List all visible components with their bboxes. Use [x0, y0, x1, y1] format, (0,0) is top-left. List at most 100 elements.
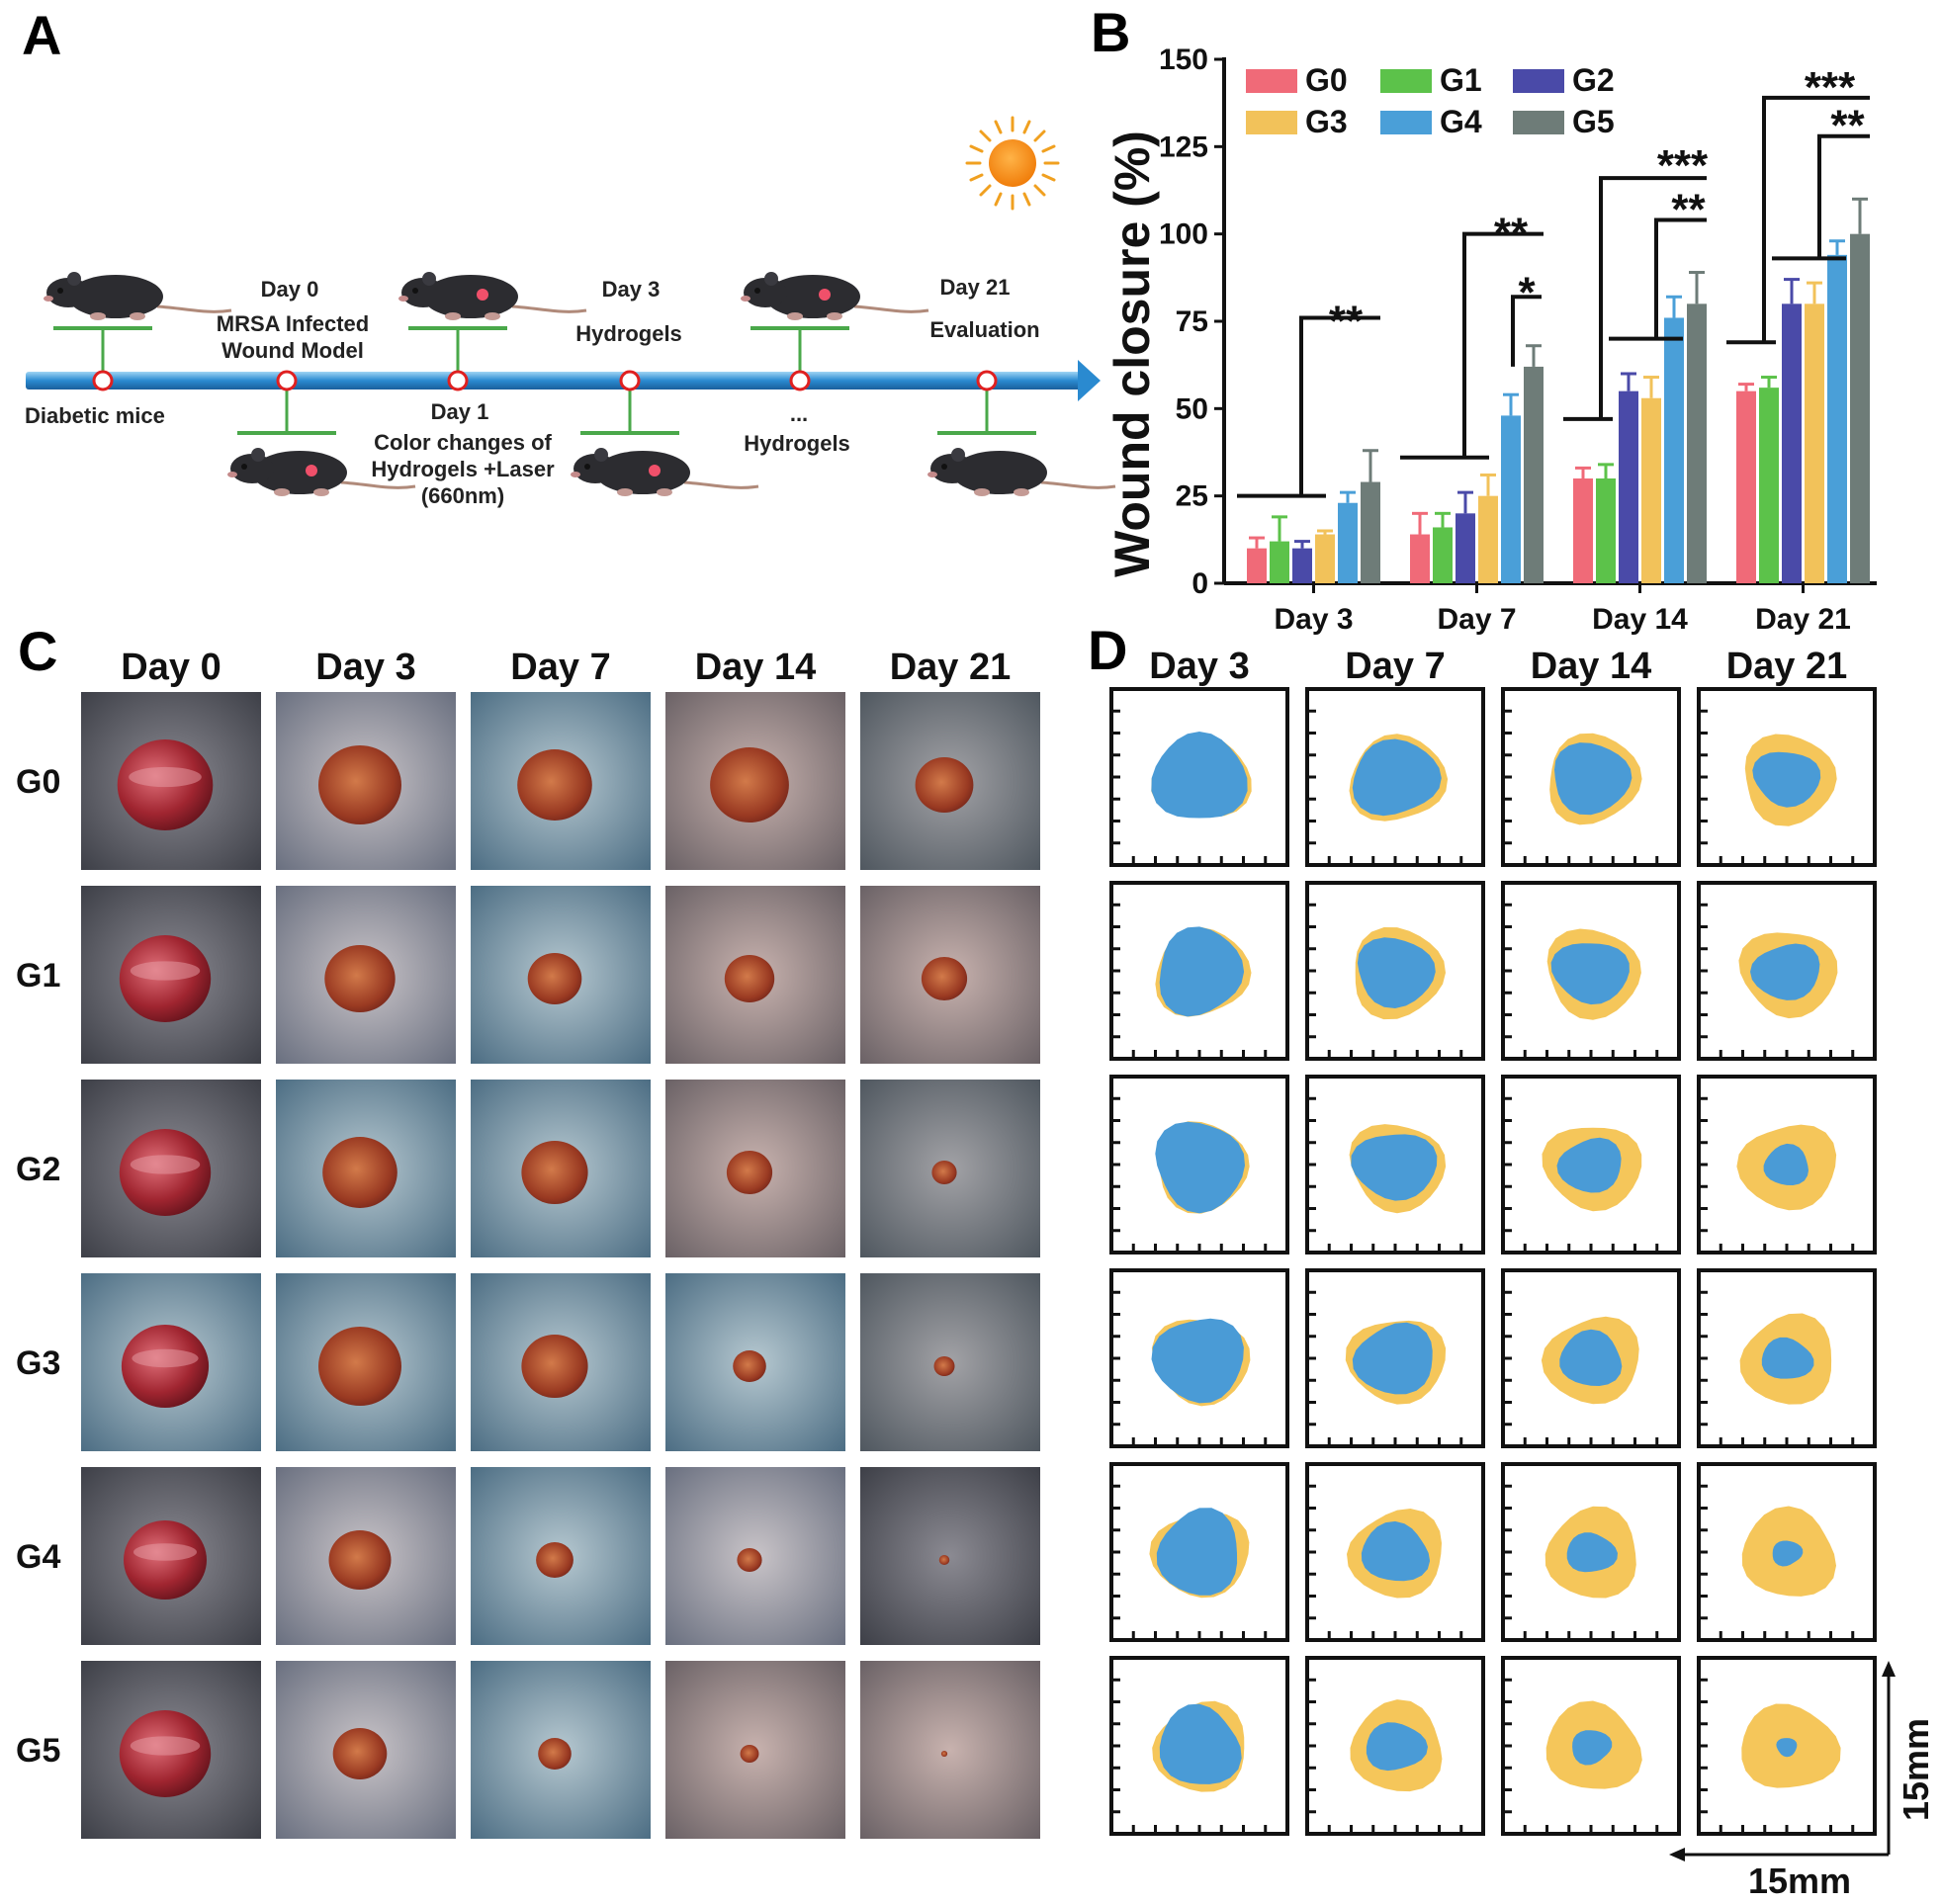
legend-label: G1: [1440, 62, 1482, 98]
wound-trace: [1109, 1075, 1289, 1255]
wound-trace: [1305, 1268, 1485, 1448]
wound-trace: [1109, 1268, 1289, 1448]
remaining-wound-area: [1776, 1738, 1798, 1758]
label-day21-line1: Evaluation: [929, 317, 1039, 342]
wound-trace: [1109, 881, 1289, 1061]
label-day0-line2: Wound Model: [221, 338, 364, 363]
photo-column-header: Day 0: [121, 647, 221, 688]
bar-g0-day7: [1410, 534, 1430, 583]
panel-c: C Day 0 Day 3 Day 7 Day 14 Day 21 G0 G1 G2 G3 G4 G…: [16, 620, 1040, 1839]
significance-label: ***: [1657, 141, 1709, 190]
significance-bracket: [1654, 217, 1707, 339]
wound-trace: [1305, 1075, 1485, 1255]
label-day3-line1: Hydrogels: [575, 321, 682, 346]
photo-column-header: Day 3: [315, 647, 415, 688]
significance-bracket: [1462, 231, 1544, 458]
photo-row-label: G1: [16, 957, 60, 995]
wound-trace: [1109, 1656, 1289, 1836]
wound-trace: [1697, 1075, 1877, 1255]
x-tick-label: Day 14: [1592, 603, 1688, 636]
remaining-wound-area: [1159, 1703, 1242, 1784]
remaining-wound-area: [1352, 1322, 1433, 1395]
photo-column-header: Day 7: [510, 647, 610, 688]
wound-photo: [860, 1080, 1040, 1257]
label-day3-title: Day 3: [602, 277, 661, 302]
label-day0-line1: MRSA Infected: [217, 311, 369, 336]
remaining-wound-area: [1156, 1508, 1238, 1596]
remaining-wound-area: [1366, 1722, 1428, 1772]
remaining-wound-area: [1566, 1532, 1618, 1573]
wound-photo: [471, 886, 651, 1064]
significance-label: **: [1830, 102, 1865, 150]
bar-g1-day3: [1270, 541, 1289, 583]
wound-trace: [1697, 687, 1877, 867]
bar-g2-day3: [1292, 548, 1312, 583]
legend-swatch-g4: [1380, 111, 1432, 134]
bar-g0-day21: [1736, 390, 1756, 583]
wound-photo: [276, 886, 456, 1064]
wound-photo: [81, 1661, 261, 1839]
trace-column-header: Day 7: [1345, 646, 1445, 687]
label-day1-line3: (660nm): [421, 483, 504, 508]
bar-g1-day21: [1759, 388, 1779, 583]
wound-trace: [1697, 881, 1877, 1061]
remaining-wound-area: [1752, 751, 1821, 808]
bar-g4-day3: [1338, 502, 1358, 583]
legend-label: G3: [1305, 104, 1348, 139]
wound-trace: [1305, 1656, 1485, 1836]
remaining-wound-area: [1761, 1337, 1814, 1379]
significance-bracket: [1762, 95, 1870, 343]
wound-trace: [1109, 1462, 1289, 1642]
wound-photo: [665, 1080, 845, 1257]
label-day1-title: Day 1: [431, 399, 489, 424]
scale-label-y: 15mm: [1896, 1718, 1936, 1821]
bar-g3-day7: [1478, 495, 1498, 583]
x-tick-label: Day 7: [1437, 603, 1516, 636]
wound-trace: [1501, 1268, 1681, 1448]
legend-label: G4: [1440, 104, 1482, 139]
remaining-wound-area: [1772, 1540, 1804, 1567]
y-tick-label: 75: [1176, 305, 1208, 338]
wound-photo: [471, 1467, 651, 1645]
label-day21-title: Day 21: [940, 275, 1011, 300]
bar-g3-day3: [1315, 534, 1335, 583]
photo-column-header: Day 21: [890, 647, 1012, 688]
legend-label: G5: [1572, 104, 1615, 139]
bar-g5-day14: [1687, 303, 1707, 583]
wound-photo: [81, 692, 261, 870]
remaining-wound-area: [1159, 926, 1245, 1017]
wound-photo: [860, 1273, 1040, 1451]
significance-bracket: [1599, 176, 1707, 419]
panel-a: A Diabetic mice Day 0 MRSA Infected: [22, 4, 1116, 508]
bar-g4-day21: [1827, 254, 1847, 583]
bar-g5-day3: [1361, 481, 1380, 583]
photo-row-label: G4: [16, 1538, 60, 1576]
wound-photo: [665, 886, 845, 1064]
remaining-wound-area: [1151, 732, 1248, 819]
timeline-marker: [276, 370, 298, 391]
bar-g4-day14: [1664, 317, 1684, 583]
label-diabetic-mice: Diabetic mice: [25, 403, 165, 428]
bar-g1-day7: [1433, 527, 1453, 583]
label-day1-line1: Color changes of: [374, 430, 552, 455]
significance-bracket: [1511, 295, 1542, 367]
remaining-wound-area: [1559, 1329, 1623, 1386]
bar-g4-day7: [1501, 415, 1521, 583]
wound-photo: [471, 692, 651, 870]
wound-photo-grid: Day 0 Day 3 Day 7 Day 14 Day 21 G0 G1 G2 G3 G4 G5: [16, 647, 1040, 1839]
photo-row-label: G3: [16, 1344, 60, 1382]
remaining-wound-area: [1554, 742, 1632, 816]
timeline-marker: [92, 370, 114, 391]
timeline-marker: [789, 370, 811, 391]
sun-icon: [965, 116, 1060, 211]
legend-swatch-g0: [1246, 69, 1297, 93]
significance-bracket: [1299, 315, 1380, 496]
scale-label-x: 15mm: [1748, 1861, 1851, 1899]
bar-g3-day14: [1641, 397, 1661, 583]
wound-photo: [276, 1467, 456, 1645]
wound-photo: [665, 1467, 845, 1645]
wound-photo: [860, 692, 1040, 870]
photo-row-label: G5: [16, 1732, 60, 1770]
wound-photo: [276, 1273, 456, 1451]
label-day1-line2: Hydrogels +Laser: [371, 457, 555, 481]
